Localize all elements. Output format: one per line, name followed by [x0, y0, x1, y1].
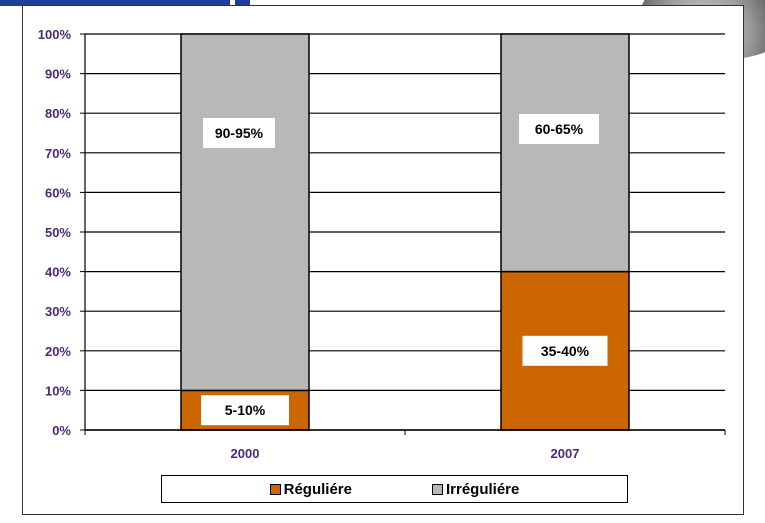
- title-strip: [0, 0, 230, 6]
- legend-item-irreguliere: Irréguliére: [431, 480, 520, 498]
- legend-label-reguliere: Réguliére: [283, 480, 352, 498]
- data-label: 5-10%: [225, 402, 266, 418]
- legend: Réguliére Irréguliére: [161, 475, 628, 503]
- legend-swatch-irreguliere: [431, 483, 443, 495]
- legend-item-reguliere: Réguliére: [269, 480, 352, 498]
- data-label-box: [203, 118, 275, 148]
- data-label-box: [201, 395, 289, 426]
- bar-segment-irreguliere-2007: [500, 33, 630, 273]
- y-tick-label: 30%: [45, 304, 71, 319]
- data-label-box: [522, 335, 608, 366]
- y-tick-label: 100%: [38, 27, 72, 42]
- y-tick-label: 60%: [45, 185, 71, 200]
- y-tick-label: 90%: [45, 67, 71, 82]
- y-tick-label: 50%: [45, 225, 71, 240]
- legend-swatch-reguliere: [269, 483, 281, 495]
- data-label: 90-95%: [215, 125, 264, 141]
- x-tick-label: 2000: [231, 446, 260, 461]
- y-tick-label: 40%: [45, 265, 71, 280]
- y-tick-label: 0%: [52, 423, 71, 438]
- bar-segment-irreguliere-2000: [180, 33, 310, 392]
- data-label-box: [519, 114, 599, 145]
- x-axis-ticks: 2000 2007: [84, 429, 726, 461]
- data-label: 60-65%: [535, 121, 584, 137]
- data-label: 35-40%: [541, 343, 590, 359]
- x-tick-label: 2007: [551, 446, 580, 461]
- y-tick-label: 20%: [45, 344, 71, 359]
- legend-label-irreguliere: Irréguliére: [445, 480, 520, 498]
- y-axis-ticks: 0% 10% 20% 30% 40% 50% 60% 70% 80% 90% 100%: [38, 27, 85, 438]
- y-tick-label: 80%: [45, 106, 71, 121]
- y-tick-label: 70%: [45, 146, 71, 161]
- data-labels: 5-10% 90-95% 35-40% 60-65%: [201, 114, 608, 426]
- y-tick-label: 10%: [45, 383, 71, 398]
- title-strip-fragment: [235, 0, 250, 6]
